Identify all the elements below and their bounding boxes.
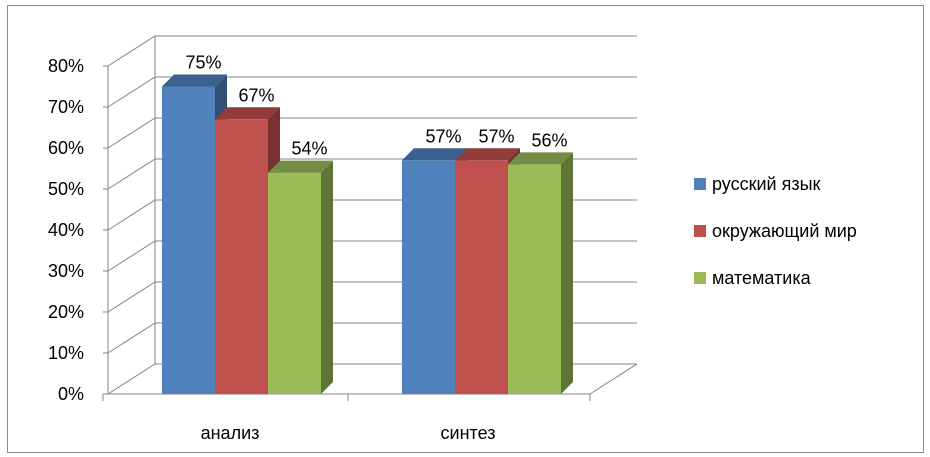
x-category-label: синтез [441, 423, 496, 443]
legend-swatch [694, 272, 706, 284]
bar-side [561, 152, 573, 394]
bar-front [268, 172, 321, 394]
bar-top [215, 107, 280, 120]
legend-label: математика [712, 268, 812, 288]
bar-top [508, 152, 573, 165]
y-tick-label: 60% [48, 138, 84, 158]
bar-front [215, 119, 268, 395]
legend-label: русский язык [712, 174, 821, 194]
bar-top [268, 160, 333, 173]
y-tick-label: 20% [48, 302, 84, 322]
x-category-label: анализ [201, 423, 260, 443]
data-label: 75% [185, 53, 221, 73]
legend-swatch [694, 178, 706, 190]
data-label: 57% [425, 126, 461, 146]
y-tick-label: 0% [58, 384, 84, 404]
data-label: 67% [238, 85, 274, 105]
bar-front [508, 164, 561, 394]
bars-layer [162, 74, 573, 395]
gridline [107, 117, 637, 149]
bar-front [455, 160, 508, 394]
bar-front [162, 86, 215, 394]
bar-front [402, 160, 455, 394]
y-tick-label: 40% [48, 220, 84, 240]
y-axis-ticks: 0% 10% 20% 30% 40% 50% 60% 70% 80% [48, 56, 84, 404]
bar-0-2 [268, 160, 333, 394]
data-labels-layer: 75% 67% 54% 57% 57% 56% [185, 53, 567, 159]
gridline [107, 35, 637, 67]
legend-swatch [694, 225, 706, 237]
y-tick-label: 70% [48, 97, 84, 117]
y-tick-label: 10% [48, 343, 84, 363]
y-tick-label: 80% [48, 56, 84, 76]
y-tick-label: 30% [48, 261, 84, 281]
data-label: 56% [531, 130, 567, 150]
bar-top [455, 148, 520, 161]
y-tick-label: 50% [48, 179, 84, 199]
data-label: 57% [478, 126, 514, 146]
legend: русский язык окружающий мир математика [694, 174, 857, 288]
data-label: 54% [291, 139, 327, 159]
floor-right-edge [589, 363, 638, 395]
chart-frame [7, 5, 924, 453]
x-axis-ticks: анализ синтез [201, 423, 496, 443]
bar-top [162, 74, 227, 87]
bar-side [321, 160, 333, 394]
bar-top [402, 148, 467, 161]
bar-1-2 [508, 152, 573, 394]
gridline [107, 76, 637, 108]
legend-label: окружающий мир [712, 221, 857, 241]
